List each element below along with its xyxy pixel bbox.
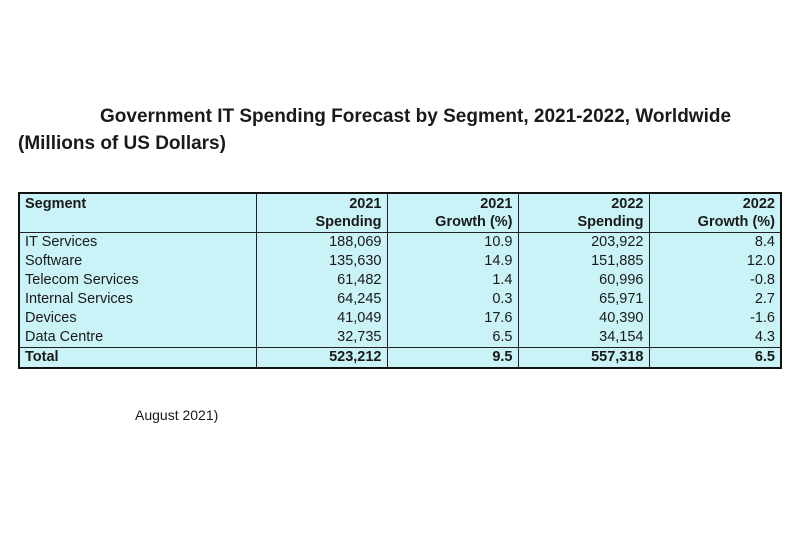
- header-2022-growth: 2022 Growth (%): [648, 192, 782, 233]
- table-row: Internal Services 64,245 0.3 65,971 2.7: [18, 290, 782, 309]
- cell-2022-spending: 40,390: [517, 309, 650, 328]
- source-footnote: August 2021): [135, 407, 219, 423]
- cell-2022-growth: -0.8: [648, 271, 782, 290]
- spending-table-container: Segment 2021 Spending 2021 Growth (%) 2022…: [18, 192, 782, 369]
- header-2021-spending-label: Spending: [315, 214, 382, 230]
- cell-segment: Telecom Services: [18, 271, 257, 290]
- header-2022-spending-label: Spending: [577, 214, 644, 230]
- cell-2021-spending: 135,630: [255, 252, 388, 271]
- table-row: Telecom Services 61,482 1.4 60,996 -0.8: [18, 271, 782, 290]
- cell-segment: Internal Services: [18, 290, 257, 309]
- cell-total-2021-spending: 523,212: [255, 347, 388, 368]
- cell-2021-spending: 188,069: [255, 232, 388, 252]
- cell-2021-spending: 32,735: [255, 328, 388, 348]
- cell-2021-growth: 1.4: [386, 271, 519, 290]
- cell-segment: Data Centre: [18, 328, 257, 348]
- cell-2022-growth: -1.6: [648, 309, 782, 328]
- cell-total-2022-spending: 557,318: [517, 347, 650, 368]
- cell-segment: Software: [18, 252, 257, 271]
- cell-2021-spending: 64,245: [255, 290, 388, 309]
- header-2022-spending: 2022 Spending: [517, 192, 650, 233]
- cell-2021-spending: 41,049: [255, 309, 388, 328]
- cell-2022-spending: 34,154: [517, 328, 650, 348]
- header-segment: Segment: [18, 192, 257, 233]
- header-2022-growth-year: 2022: [742, 196, 775, 212]
- header-2021-spending: 2021 Spending: [255, 192, 388, 233]
- chart-subtitle: (Millions of US Dollars): [18, 133, 226, 154]
- header-2021-growth-year: 2021: [480, 196, 513, 212]
- cell-total-label: Total: [18, 347, 257, 368]
- spending-table: Segment 2021 Spending 2021 Growth (%) 2022…: [18, 192, 782, 369]
- table-total-row: Total 523,212 9.5 557,318 6.5: [18, 347, 782, 368]
- cell-2022-growth: 2.7: [648, 290, 782, 309]
- cell-2022-spending: 151,885: [517, 252, 650, 271]
- table-row: Data Centre 32,735 6.5 34,154 4.3: [18, 328, 782, 348]
- cell-2022-spending: 60,996: [517, 271, 650, 290]
- cell-total-2021-growth: 9.5: [386, 347, 519, 368]
- cell-2021-growth: 6.5: [386, 328, 519, 348]
- cell-segment: Devices: [18, 309, 257, 328]
- cell-2022-growth: 12.0: [648, 252, 782, 271]
- cell-2021-growth: 0.3: [386, 290, 519, 309]
- header-2021-spending-year: 2021: [349, 196, 382, 212]
- header-segment-label: Segment: [25, 196, 87, 212]
- cell-2022-growth: 8.4: [648, 232, 782, 252]
- cell-segment: IT Services: [18, 232, 257, 252]
- table-body: IT Services 188,069 10.9 203,922 8.4 Sof…: [18, 232, 782, 368]
- cell-2021-growth: 17.6: [386, 309, 519, 328]
- header-2021-growth-label: Growth (%): [435, 214, 513, 230]
- header-2022-growth-label: Growth (%): [697, 214, 775, 230]
- cell-2021-growth: 10.9: [386, 232, 519, 252]
- cell-2021-growth: 14.9: [386, 252, 519, 271]
- cell-2022-spending: 203,922: [517, 232, 650, 252]
- table-header-row: Segment 2021 Spending 2021 Growth (%) 2022…: [18, 192, 782, 233]
- table-row: Software 135,630 14.9 151,885 12.0: [18, 252, 782, 271]
- cell-2022-spending: 65,971: [517, 290, 650, 309]
- header-2021-growth: 2021 Growth (%): [386, 192, 519, 233]
- header-2022-spending-year: 2022: [611, 196, 644, 212]
- table-row: IT Services 188,069 10.9 203,922 8.4: [18, 232, 782, 252]
- cell-total-2022-growth: 6.5: [648, 347, 782, 368]
- cell-2021-spending: 61,482: [255, 271, 388, 290]
- chart-title: Government IT Spending Forecast by Segme…: [100, 106, 732, 127]
- table-row: Devices 41,049 17.6 40,390 -1.6: [18, 309, 782, 328]
- cell-2022-growth: 4.3: [648, 328, 782, 348]
